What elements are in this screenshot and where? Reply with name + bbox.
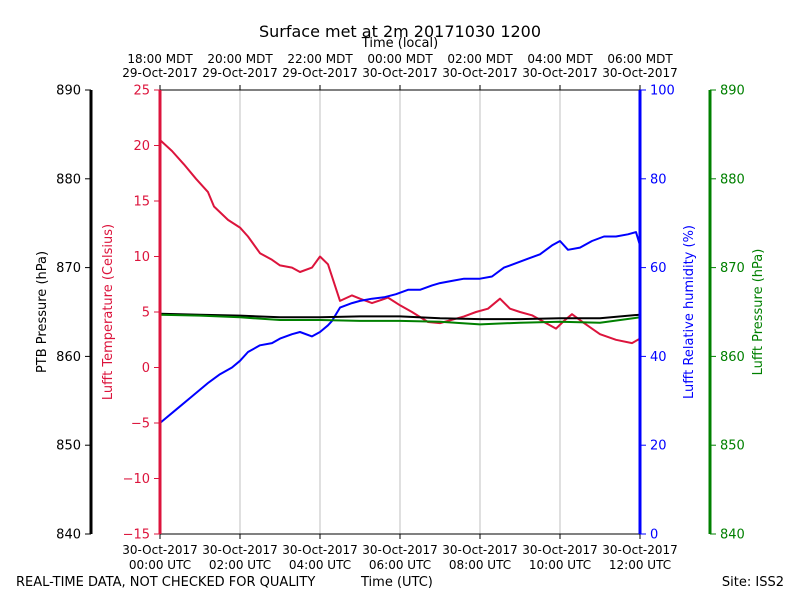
x-tick-local-time: 20:00 MDT [207, 52, 273, 66]
top-axis-title: Time (local) [361, 36, 438, 51]
x-tick-local-time: 22:00 MDT [287, 52, 353, 66]
x-tick-utc-date: 30-Oct-2017 [282, 543, 358, 557]
lufft_p-tick-label: 890 [720, 84, 745, 99]
temp-tick-label: 20 [133, 139, 150, 154]
x-tick-local-date: 29-Oct-2017 [122, 66, 198, 80]
x-tick-local-date: 30-Oct-2017 [522, 66, 598, 80]
rh-axis-label: Lufft Relative humidity (%) [682, 225, 697, 399]
x-tick-utc-time: 02:00 UTC [209, 558, 271, 572]
x-tick-utc-time: 12:00 UTC [609, 558, 671, 572]
lufft_p-tick-label: 870 [720, 261, 745, 276]
rh-tick-label: 40 [650, 350, 667, 365]
rh-series-line [159, 231, 641, 424]
x-tick-utc-date: 30-Oct-2017 [522, 543, 598, 557]
grid-lines [239, 90, 561, 534]
x-tick-utc-date: 30-Oct-2017 [202, 543, 278, 557]
chart-title: Surface met at 2m 20171030 1200 [259, 22, 541, 41]
rh-tick-label: 100 [650, 84, 675, 99]
ptb-tick-label: 860 [56, 350, 81, 365]
x-tick-local-time: 04:00 MDT [527, 52, 593, 66]
ptb-series-line [159, 312, 641, 321]
series-layer [159, 139, 641, 424]
lufft_p-tick-label: 850 [720, 439, 745, 454]
x-tick-local-date: 30-Oct-2017 [362, 66, 438, 80]
rh-tick-label: 20 [650, 439, 667, 454]
temp-tick-label: −5 [131, 417, 150, 432]
ptb-tick-label: 850 [56, 439, 81, 454]
x-tick-local-time: 06:00 MDT [607, 52, 673, 66]
lufft_p-tick-label: 860 [720, 350, 745, 365]
x-tick-local-date: 29-Oct-2017 [282, 66, 358, 80]
temp-tick-label: −10 [123, 472, 150, 487]
x-tick-local-date: 30-Oct-2017 [442, 66, 518, 80]
lufft_p-tick-label: 840 [720, 528, 745, 543]
temp-tick-label: 5 [142, 306, 150, 321]
ptb-axis-label: PTB Pressure (hPa) [35, 251, 50, 373]
rh-tick-label: 0 [650, 528, 658, 543]
temp-series-line [159, 139, 641, 345]
x-tick-local-time: 02:00 MDT [447, 52, 513, 66]
x-tick-local-date: 30-Oct-2017 [602, 66, 678, 80]
temp-tick-label: 10 [133, 250, 150, 265]
x-tick-utc-date: 30-Oct-2017 [442, 543, 518, 557]
x-tick-utc-date: 30-Oct-2017 [362, 543, 438, 557]
temp-tick-label: −15 [123, 528, 150, 543]
temp-axis-label: Lufft Temperature (Celsius) [101, 224, 116, 400]
x-tick-local-date: 29-Oct-2017 [202, 66, 278, 80]
lufft_p-tick-label: 880 [720, 172, 745, 187]
x-tick-utc-time: 00:00 UTC [129, 558, 191, 572]
rh-tick-label: 80 [650, 172, 667, 187]
quality-note: REAL-TIME DATA, NOT CHECKED FOR QUALITY [16, 575, 316, 590]
x-tick-utc-time: 04:00 UTC [289, 558, 351, 572]
temp-tick-label: 15 [133, 195, 150, 210]
x-tick-utc-time: 10:00 UTC [529, 558, 591, 572]
x-tick-utc-date: 30-Oct-2017 [122, 543, 198, 557]
rh-tick-label: 60 [650, 261, 667, 276]
ptb-tick-label: 840 [56, 528, 81, 543]
axes-layer [85, 85, 716, 539]
temp-tick-label: 0 [142, 361, 150, 376]
ptb-tick-label: 880 [56, 172, 81, 187]
lufft_p-series-line [159, 313, 641, 326]
lufft_p-axis-label: Lufft Pressure (hPa) [751, 249, 766, 376]
ptb-tick-label: 890 [56, 84, 81, 99]
x-tick-local-time: 00:00 MDT [367, 52, 433, 66]
x-tick-utc-time: 06:00 UTC [369, 558, 431, 572]
x-tick-local-time: 18:00 MDT [127, 52, 193, 66]
x-tick-utc-date: 30-Oct-2017 [602, 543, 678, 557]
ptb-tick-label: 870 [56, 261, 81, 276]
temp-tick-label: 25 [133, 84, 150, 99]
x-tick-utc-time: 08:00 UTC [449, 558, 511, 572]
site-label: Site: ISS2 [721, 575, 784, 590]
x-axis-title: Time (UTC) [361, 575, 433, 590]
